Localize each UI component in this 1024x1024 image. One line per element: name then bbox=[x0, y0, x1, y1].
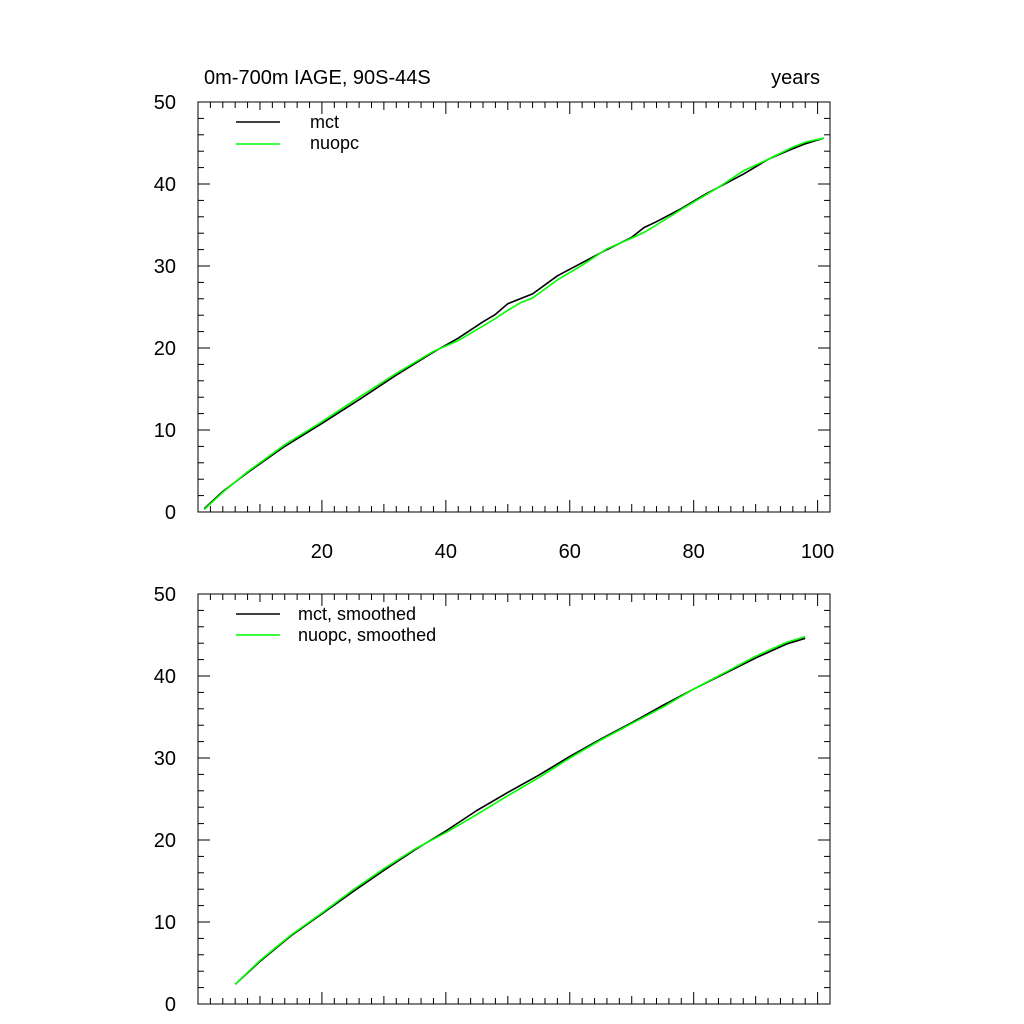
y-tick-label: 20 bbox=[154, 338, 176, 360]
x-tick-label: 80 bbox=[683, 541, 705, 563]
series-line-nuopc bbox=[234, 635, 806, 985]
series-line-mct bbox=[203, 137, 825, 510]
y-tick-label: 50 bbox=[154, 584, 176, 606]
y-tick-label: 10 bbox=[154, 420, 176, 442]
series-group-bottom bbox=[234, 635, 806, 985]
legend-top: mct nuopc bbox=[236, 112, 359, 153]
y-tick-label: 30 bbox=[154, 748, 176, 770]
x-tick-label: 20 bbox=[311, 541, 333, 563]
plot-frame-bottom bbox=[197, 593, 831, 1005]
series-line-nuopc bbox=[203, 137, 824, 511]
legend-bottom: mct, smoothed nuopc, smoothed bbox=[236, 604, 436, 645]
x-ticks-top: 20 40 60 80 100 bbox=[209, 102, 834, 563]
x-tick-label: 100 bbox=[801, 541, 834, 563]
y-tick-label: 0 bbox=[165, 994, 176, 1016]
legend-label-nuopc: nuopc bbox=[310, 133, 359, 153]
legend-label-mct: mct bbox=[310, 112, 339, 132]
y-tick-label: 50 bbox=[154, 92, 176, 114]
legend-label-mct-smoothed: mct, smoothed bbox=[298, 604, 416, 624]
y-ticks-top: 0 10 20 30 40 50 bbox=[154, 92, 830, 524]
y-tick-label: 30 bbox=[154, 256, 176, 278]
y-tick-label: 40 bbox=[154, 174, 176, 196]
x-tick-label: 60 bbox=[559, 541, 581, 563]
y-tick-label: 0 bbox=[165, 502, 176, 524]
y-ticks-bottom: 0 10 20 30 40 50 bbox=[154, 584, 830, 1016]
y-tick-label: 10 bbox=[154, 912, 176, 934]
panel-top: 0m-700m IAGE, 90S-44S years 01020304050 … bbox=[154, 67, 835, 563]
x-tick-label: 40 bbox=[435, 541, 457, 563]
y-tick-label: 20 bbox=[154, 830, 176, 852]
series-group-top bbox=[203, 137, 825, 511]
plot-frame-top bbox=[197, 101, 831, 513]
legend-label-nuopc-smoothed: nuopc, smoothed bbox=[298, 625, 436, 645]
x-ticks-bottom bbox=[209, 594, 831, 1004]
panel-bottom: 0 10 20 30 40 50 mct, smoothed nuopc, smoothe… bbox=[154, 584, 831, 1016]
series-line-mct bbox=[234, 637, 806, 985]
y-tick-label: 40 bbox=[154, 666, 176, 688]
units-label: years bbox=[771, 67, 820, 89]
chart-title: 0m-700m IAGE, 90S-44S bbox=[204, 67, 431, 89]
